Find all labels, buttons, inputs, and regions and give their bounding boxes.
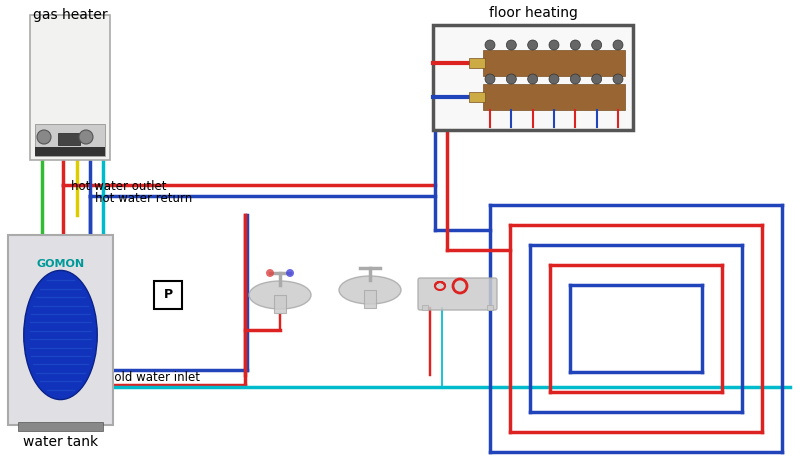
Circle shape	[528, 40, 538, 50]
Circle shape	[528, 74, 538, 84]
Text: hot water return: hot water return	[95, 192, 192, 205]
Text: water tank: water tank	[23, 435, 98, 449]
Text: GOMON: GOMON	[37, 259, 85, 269]
Circle shape	[592, 40, 602, 50]
Bar	[483, 84, 625, 110]
Circle shape	[266, 269, 274, 277]
Circle shape	[79, 130, 93, 144]
Text: floor heating: floor heating	[489, 6, 578, 20]
Bar	[433, 25, 633, 130]
Circle shape	[286, 269, 294, 277]
Bar	[274, 295, 286, 313]
FancyBboxPatch shape	[418, 278, 497, 310]
Bar	[422, 305, 428, 310]
Bar	[483, 50, 625, 76]
Text: P: P	[163, 288, 173, 301]
Circle shape	[613, 74, 623, 84]
Circle shape	[549, 74, 559, 84]
Bar	[8, 235, 113, 425]
Circle shape	[592, 74, 602, 84]
Bar	[30, 15, 110, 160]
Text: cold water inlet: cold water inlet	[108, 371, 200, 384]
Bar	[364, 290, 376, 308]
Ellipse shape	[339, 276, 401, 304]
Text: hot water outlet: hot water outlet	[71, 180, 166, 193]
Bar	[58, 133, 80, 145]
Bar	[35, 147, 105, 156]
Bar	[487, 305, 493, 310]
Circle shape	[485, 40, 495, 50]
Bar	[154, 281, 182, 309]
Bar	[469, 92, 485, 102]
Circle shape	[613, 40, 623, 50]
Bar	[469, 58, 485, 68]
Bar	[35, 124, 105, 156]
Text: gas heater: gas heater	[33, 8, 107, 22]
Circle shape	[506, 74, 516, 84]
Circle shape	[570, 74, 580, 84]
Ellipse shape	[24, 271, 98, 400]
Circle shape	[37, 130, 51, 144]
Circle shape	[506, 40, 516, 50]
Circle shape	[549, 40, 559, 50]
Ellipse shape	[249, 281, 311, 309]
Circle shape	[570, 40, 580, 50]
Circle shape	[485, 74, 495, 84]
Bar	[18, 422, 103, 431]
